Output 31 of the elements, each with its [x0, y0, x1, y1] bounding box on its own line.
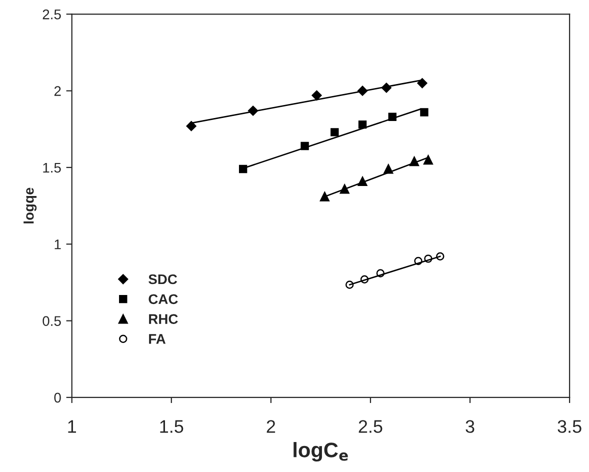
- point: [360, 275, 369, 284]
- point: [417, 78, 428, 88]
- point: [436, 252, 444, 260]
- point: [312, 90, 322, 100]
- x-tick-label: 2: [266, 420, 276, 433]
- y-tick-label: 0: [54, 392, 61, 403]
- x-tick-label: 1: [68, 420, 76, 433]
- point: [420, 108, 428, 116]
- point: [320, 192, 330, 202]
- x-tick-label: 3: [466, 420, 474, 433]
- point: [376, 269, 385, 278]
- legend-label: CAC: [148, 294, 178, 304]
- legend-label: FA: [149, 334, 166, 344]
- y-tick-label: 2: [54, 86, 61, 96]
- y-tick-label: 2.5: [42, 9, 61, 20]
- point: [423, 155, 434, 165]
- legend-label: RHC: [149, 314, 178, 324]
- y-axis-title: logqe: [24, 188, 37, 224]
- y-tick-label: 1.5: [43, 162, 61, 173]
- point: [186, 121, 196, 132]
- y-tick-label: 0.5: [42, 316, 61, 326]
- x-tick-label: 1.5: [160, 420, 184, 433]
- point: [330, 128, 339, 136]
- x-tick-label: 2.5: [358, 420, 382, 433]
- y-tick-label: 1: [54, 240, 61, 250]
- x-tick-label: 3.5: [558, 420, 582, 433]
- point: [414, 256, 422, 266]
- point: [424, 254, 432, 263]
- point: [345, 280, 354, 289]
- x-axis-title: logC$_{e}$: [294, 442, 348, 462]
- legend-label: SDC: [148, 274, 178, 284]
